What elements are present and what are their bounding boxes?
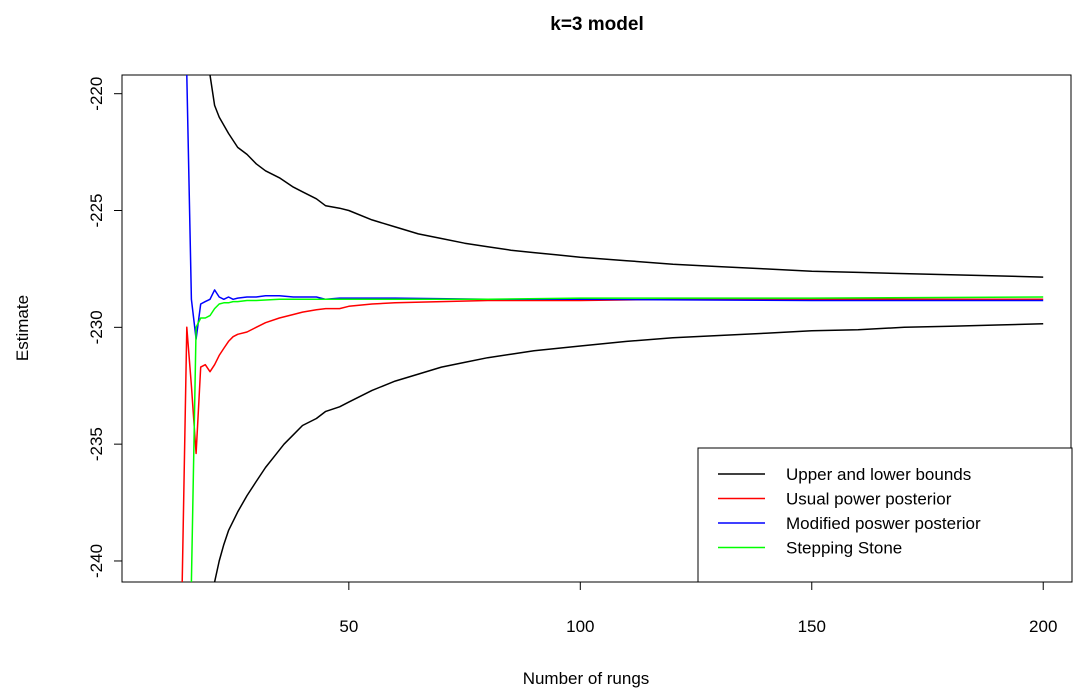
y-axis: -240 -235 -230 -225 -220 [87,77,122,578]
series-layer [181,75,1044,582]
chart-title: k=3 model [550,14,643,35]
x-tick-label: 50 [339,617,358,636]
y-tick-label: -230 [87,310,106,344]
legend-entry: Usual power posterior [786,490,952,509]
x-tick-label: 100 [566,617,594,636]
legend: Upper and lower bounds Usual power poster… [697,447,1073,583]
legend-entry: Stepping Stone [786,539,902,558]
x-tick-label: 150 [798,617,826,636]
legend-entry: Modified poswer posterior [786,514,981,533]
x-tick-label: 200 [1029,617,1057,636]
y-tick-label: -220 [87,77,106,111]
series-line-4 [190,296,1044,582]
legend-entry: Upper and lower bounds [786,465,971,484]
series-line-3 [186,75,1044,340]
series-line-0 [209,75,1044,278]
y-axis-label: Estimate [13,295,32,361]
legend-box [697,447,1073,583]
x-axis: 50 100 150 200 [339,582,1057,636]
plot-frame [121,74,1072,583]
series-line-1 [213,323,1044,582]
y-tick-label: -240 [87,544,106,578]
y-tick-label: -235 [87,427,106,461]
y-tick-label: -225 [87,193,106,227]
series-line-2 [181,298,1044,582]
x-axis-label: Number of rungs [523,669,650,688]
